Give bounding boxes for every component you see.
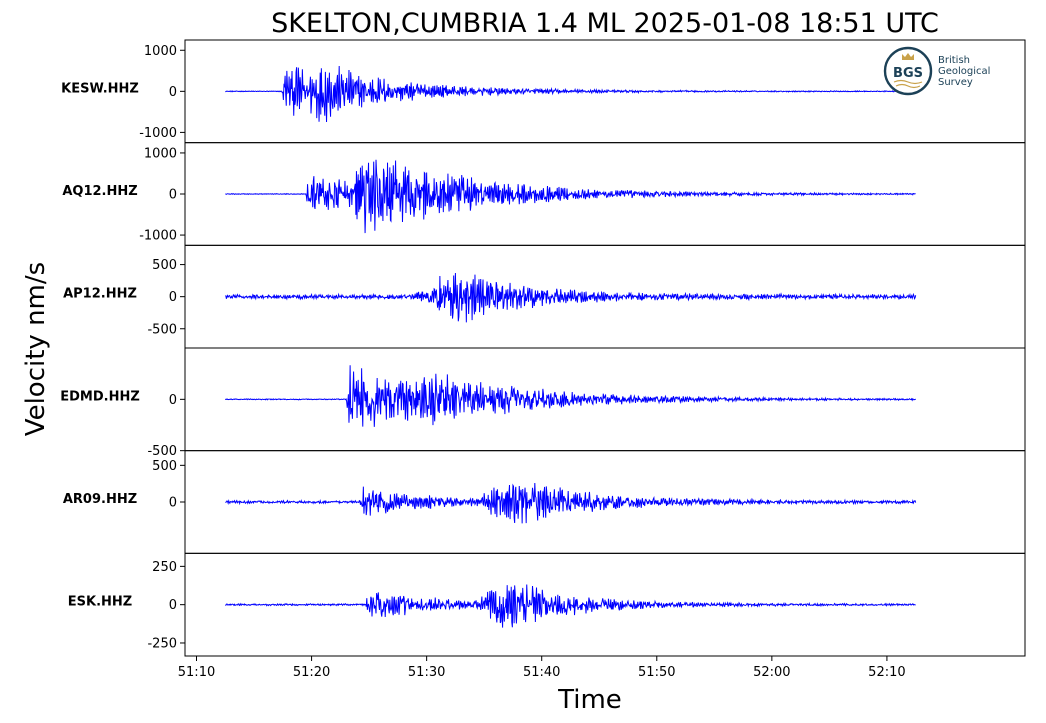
x-tick-label: 51:20 xyxy=(293,665,330,680)
y-tick-label: 0 xyxy=(169,188,177,203)
x-tick-label: 51:50 xyxy=(638,665,675,680)
y-tick-label: 0 xyxy=(169,496,177,511)
logo-monogram: BGS xyxy=(893,66,923,81)
trace-panel: 0 -500 EDMD.HHZ xyxy=(60,347,1026,459)
bgs-logo: BGS British Geological Survey xyxy=(883,46,990,96)
waveform-aq12-hhz xyxy=(225,159,916,234)
chart-title: SKELTON,CUMBRIA 1.4 ML 2025-01-08 18:51 … xyxy=(271,8,939,39)
x-tick-label: 52:10 xyxy=(868,665,905,680)
trace-panel: 1000 0 -1000 KESW.HHZ xyxy=(61,39,1026,144)
y-tick-label: 0 xyxy=(169,598,177,613)
x-axis-title: Time xyxy=(557,685,622,715)
crown-icon xyxy=(902,53,914,60)
station-label: EDMD.HHZ xyxy=(60,389,140,404)
y-tick-label: -500 xyxy=(147,444,177,459)
trace-panel: 500 0 -500 AP12.HHZ xyxy=(63,244,1026,349)
y-axis-title: Velocity nm/s xyxy=(21,262,51,436)
trace-panel: 1000 0 -1000 AQ12.HHZ xyxy=(62,142,1026,246)
y-tick-label: 0 xyxy=(169,290,177,305)
y-tick-label: 1000 xyxy=(144,44,177,59)
trace-panels: 10000-1000KESW.HHZ10000-1000AQ12.HHZ5000… xyxy=(60,39,1026,657)
y-tick-label: -1000 xyxy=(139,126,177,141)
y-tick-label: 250 xyxy=(152,560,177,575)
x-tick-label: 51:30 xyxy=(408,665,445,680)
y-tick-label: 500 xyxy=(152,258,177,273)
y-tick-label: 1000 xyxy=(144,146,177,161)
waveform-esk-hhz xyxy=(225,584,916,628)
x-axis: 51:10 51:20 51:30 51:40 51:50 52:00 52:10 xyxy=(178,656,906,680)
waveform-edmd-hhz xyxy=(224,365,917,427)
y-tick-label: -500 xyxy=(147,322,177,337)
logo-waves xyxy=(893,79,923,89)
y-tick-label: -1000 xyxy=(139,229,177,244)
logo-line-2: Geological xyxy=(938,66,990,77)
x-tick-label: 51:40 xyxy=(523,665,560,680)
station-label: AR09.HHZ xyxy=(63,492,137,507)
y-tick-label: 500 xyxy=(152,459,177,474)
y-tick-label: 0 xyxy=(169,85,177,100)
y-tick-label: -250 xyxy=(147,636,177,651)
waveform-ap12-hhz xyxy=(225,272,917,323)
station-label: AP12.HHZ xyxy=(63,287,137,302)
x-tick-label: 52:00 xyxy=(753,665,790,680)
logo-line-1: British xyxy=(938,55,970,66)
y-tick-label: 0 xyxy=(169,393,177,408)
waveform-kesw-hhz xyxy=(225,66,916,122)
logo-line-3: Survey xyxy=(938,77,973,88)
trace-panel: 250 0 -250 ESK.HHZ xyxy=(68,552,1026,657)
station-label: KESW.HHZ xyxy=(61,81,139,96)
station-label: AQ12.HHZ xyxy=(62,184,137,199)
trace-panel: 500 0 AR09.HHZ xyxy=(63,450,1026,554)
station-label: ESK.HHZ xyxy=(68,595,132,610)
x-tick-label: 51:10 xyxy=(178,665,215,680)
waveform-ar09-hhz xyxy=(225,482,917,524)
